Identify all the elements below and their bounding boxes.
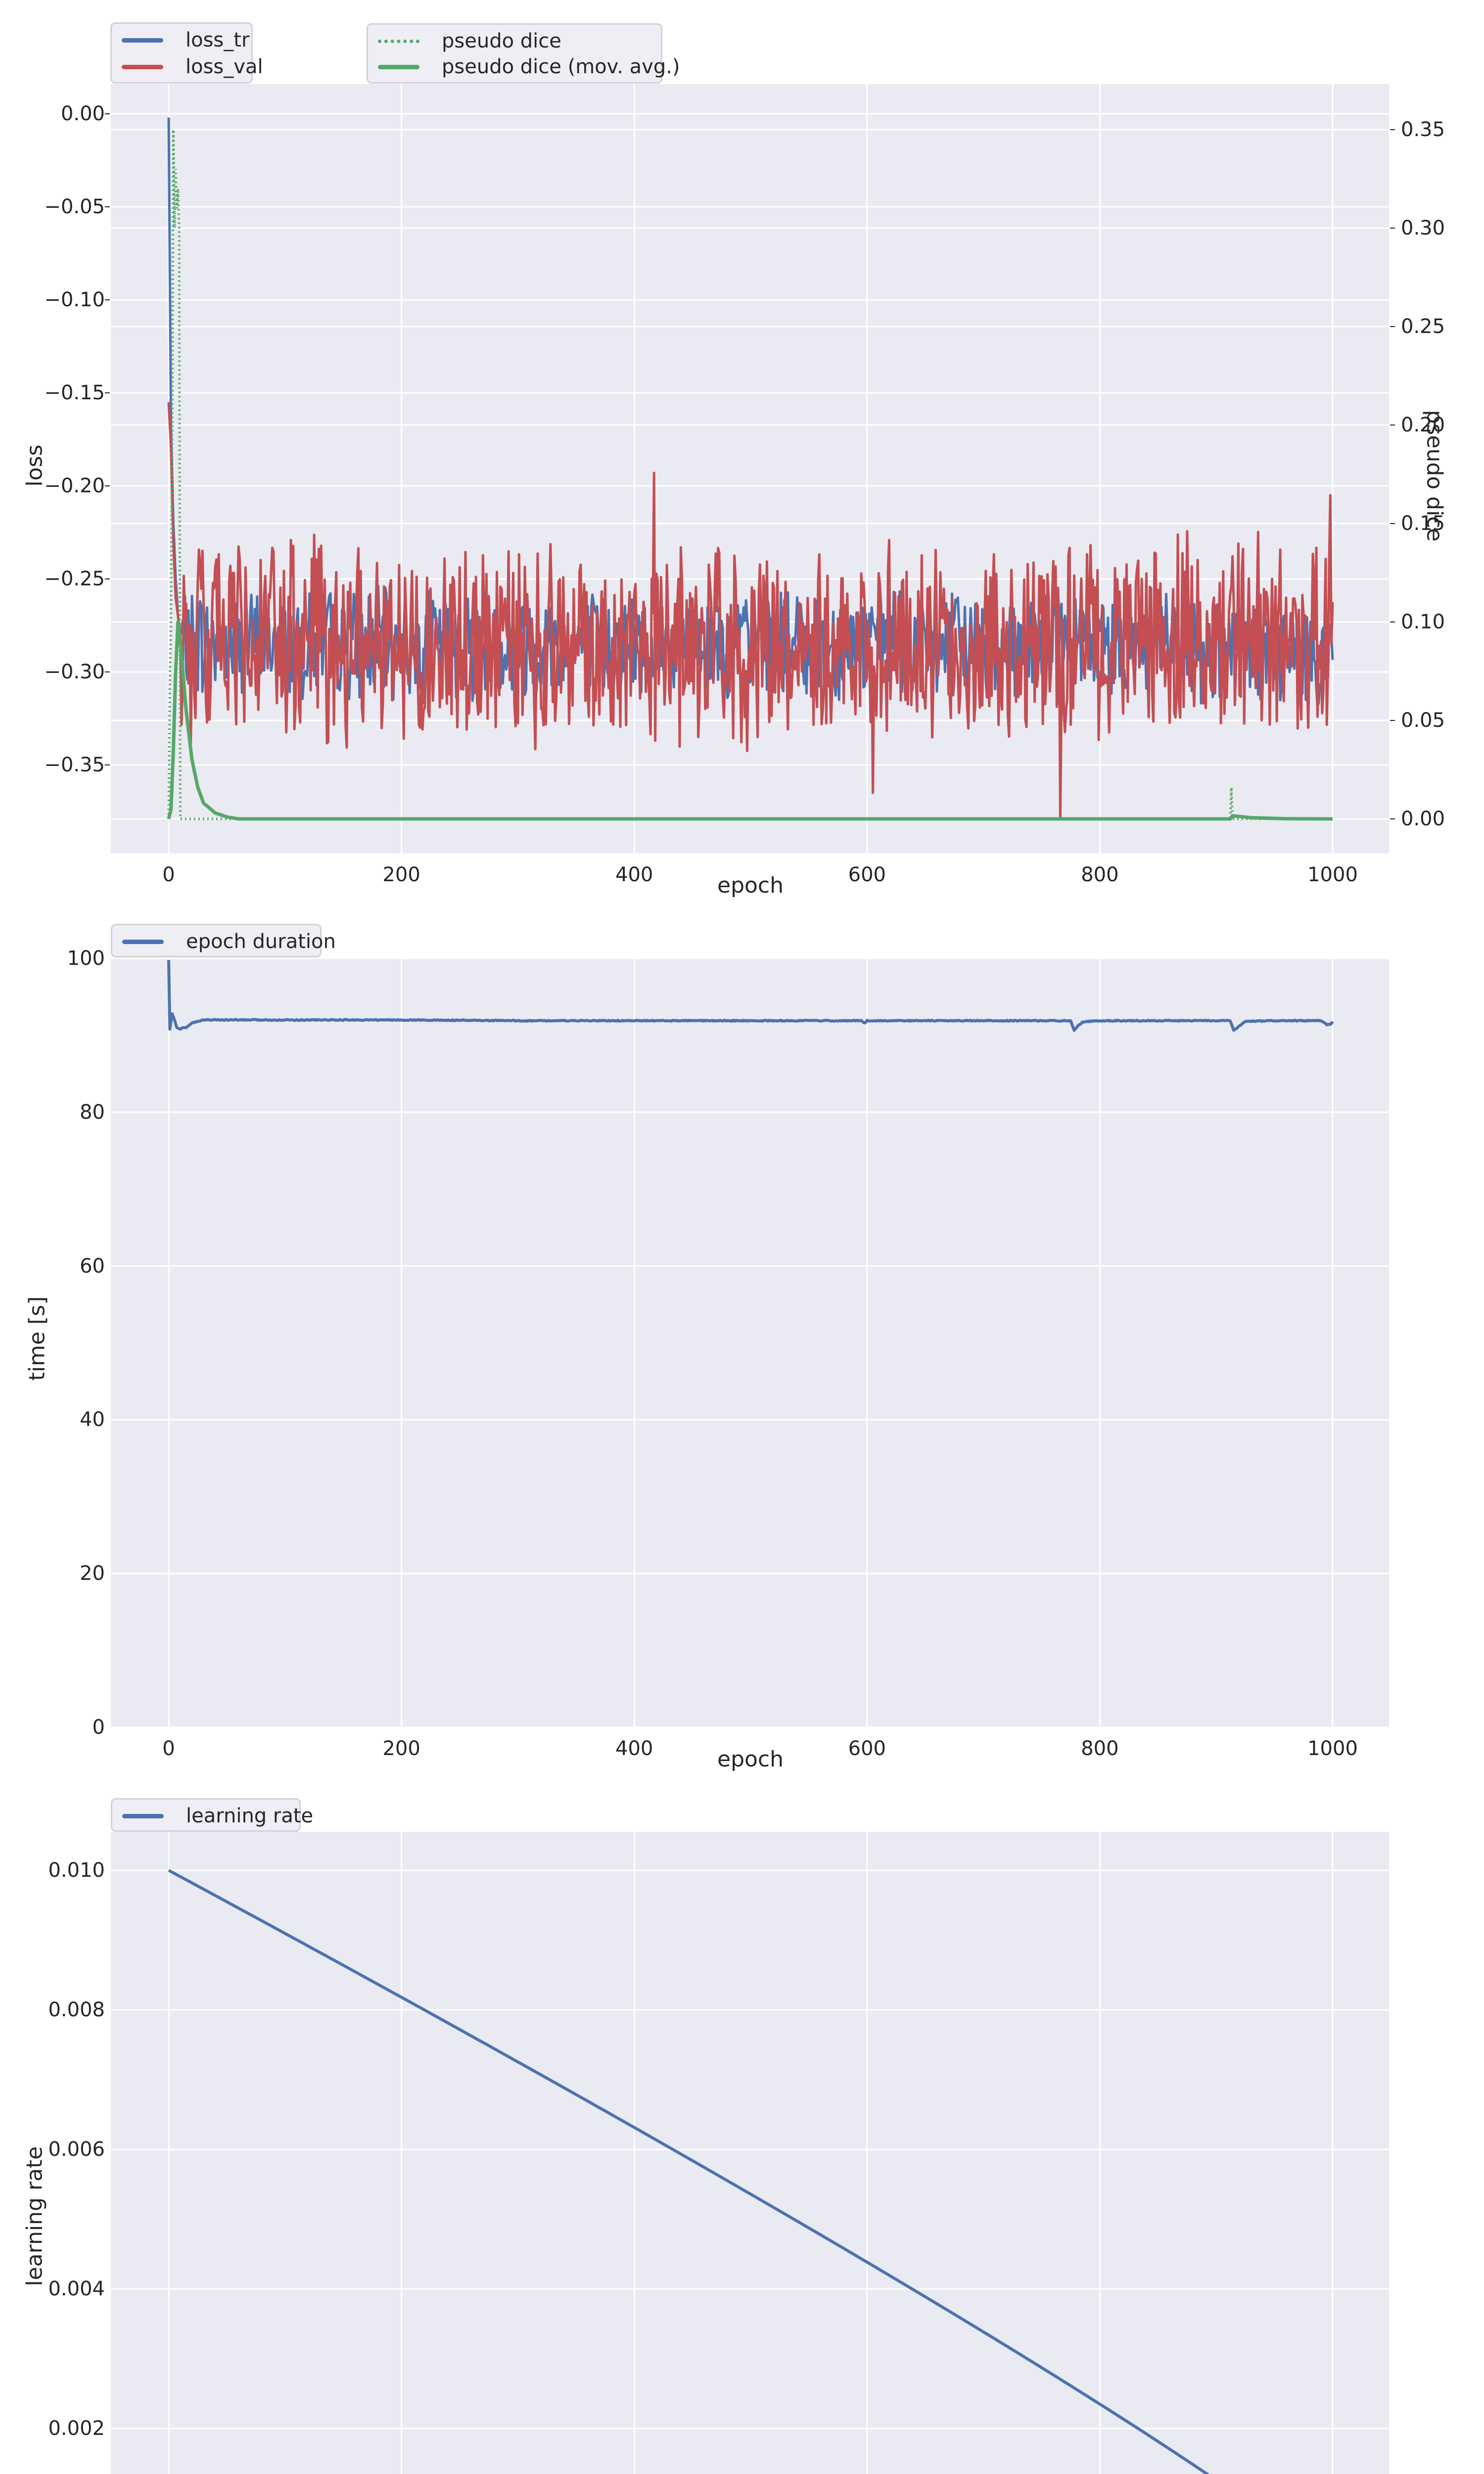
legend-label: loss_tr [186, 29, 250, 51]
legend-label: loss_val [186, 55, 263, 78]
tick-label: 1000 [1307, 1737, 1358, 1760]
tick-label: 0.35 [1401, 118, 1445, 141]
legend-entry-pseudo-dice: pseudo dice [368, 29, 561, 53]
legend-pseudo-dice: pseudo dice pseudo dice (mov. avg.) [367, 23, 680, 84]
legend-entry-epoch-duration: epoch duration [112, 929, 336, 954]
tick-label: 0.15 [1401, 512, 1445, 535]
tick-label: 0 [162, 863, 175, 886]
tick-label: 0.00 [1401, 808, 1445, 830]
tick-label: 600 [848, 863, 886, 886]
tick-label: 40 [80, 1408, 105, 1431]
tick-label: 0.05 [1401, 709, 1445, 732]
tick-label: 0.00 [60, 102, 105, 125]
tick-label: 0 [162, 1737, 175, 1760]
tick-label: −0.25 [44, 568, 105, 590]
tick-label: 0.10 [1401, 611, 1445, 633]
legend-entry-learning-rate: learning rate [112, 1804, 313, 1828]
tick-label: 800 [1081, 1737, 1119, 1760]
legend-loss: loss_tr loss_val [110, 22, 263, 84]
legend-learning-rate: learning rate [111, 1798, 313, 1832]
legend-label: epoch duration [186, 930, 336, 953]
tick-label: 200 [382, 863, 420, 886]
tick-label: 0.002 [48, 2417, 105, 2440]
tick-label: 0.25 [1401, 315, 1445, 338]
x-axis-label-epoch: epoch [717, 1747, 784, 1772]
legend-entry-pseudo-dice-avg: pseudo dice (mov. avg.) [368, 54, 680, 79]
tick-label: −0.20 [44, 475, 105, 497]
line-swatch-icon [122, 38, 163, 43]
legend-entry-loss-tr: loss_tr [112, 28, 249, 52]
tick-label: 200 [382, 1737, 420, 1760]
tick-label: 0.006 [48, 2138, 105, 2161]
legend-entry-loss-val: loss_val [112, 54, 263, 79]
tick-label: 400 [615, 1737, 653, 1760]
epoch-duration-plot-area [111, 958, 1389, 1727]
tick-label: 400 [615, 863, 653, 886]
dotted-line-swatch-icon [378, 39, 419, 43]
legend-epoch-duration: epoch duration [111, 924, 336, 957]
line-swatch-icon [122, 939, 164, 944]
tick-label: 600 [848, 1737, 886, 1760]
loss-plot-area [111, 84, 1389, 854]
tick-label: 20 [80, 1562, 105, 1585]
legend-label: learning rate [186, 1805, 314, 1827]
line-swatch-icon [122, 64, 163, 69]
x-axis-label-epoch: epoch [717, 873, 784, 898]
line-swatch-icon [378, 64, 419, 69]
tick-label: 60 [80, 1254, 105, 1278]
legend-label: pseudo dice (mov. avg.) [442, 55, 680, 78]
tick-label: −0.35 [44, 754, 105, 776]
tick-label: 0.004 [48, 2278, 105, 2300]
tick-label: 100 [67, 947, 105, 970]
line-swatch-icon [122, 1813, 164, 1818]
tick-label: −0.15 [44, 381, 105, 404]
tick-label: 80 [80, 1100, 105, 1124]
learning-rate-plot-area [111, 1832, 1389, 2474]
tick-label: 0.008 [48, 1998, 105, 2021]
tick-label: 0 [92, 1716, 105, 1739]
tick-label: −0.10 [44, 288, 105, 311]
tick-label: 1000 [1307, 863, 1358, 886]
tick-label: 0.20 [1401, 414, 1445, 436]
tick-label: −0.05 [44, 195, 105, 218]
tick-label: 0.010 [48, 1859, 105, 1882]
tick-label: 0.30 [1401, 217, 1445, 239]
tick-label: −0.30 [44, 661, 105, 683]
tick-label: 800 [1081, 863, 1119, 886]
legend-label: pseudo dice [442, 30, 561, 52]
